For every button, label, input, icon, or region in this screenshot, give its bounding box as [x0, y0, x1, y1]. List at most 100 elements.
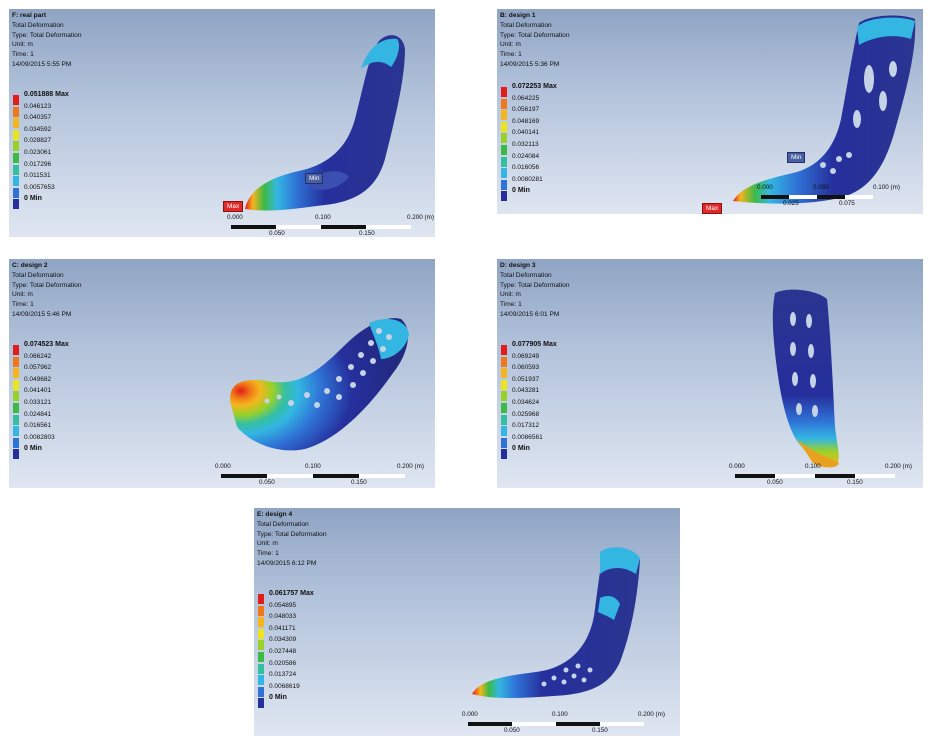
legend-value: 0.016561: [24, 422, 52, 430]
info-line: Unit: m: [12, 41, 33, 49]
scale-label: 0.200 (m): [407, 214, 434, 221]
deformation-model[interactable]: [497, 9, 923, 214]
scale-label: 0.150: [351, 479, 367, 486]
legend-value: 0.077905 Max: [512, 341, 557, 348]
legend-swatch: [501, 87, 507, 97]
legend-swatch: [13, 426, 19, 437]
info-line: Type: Total Deformation: [500, 31, 570, 39]
legend-value: 0.034624: [512, 399, 540, 406]
legend-swatch: [13, 379, 19, 390]
scale-bar: 0.000 0.100 0.200 (m) 0.050 0.150: [227, 213, 434, 237]
legend-swatch: [258, 675, 264, 686]
legend-value: 0.051888 Max: [24, 91, 69, 98]
max-probe-tag[interactable]: Max: [223, 201, 244, 212]
info-line: Time: 1: [500, 301, 522, 309]
scale-bar: 0.000 0.100 0.200 (m) 0.050 0.150: [462, 710, 674, 734]
legend-value: 0.046123: [24, 102, 52, 110]
deformation-model[interactable]: [9, 9, 435, 237]
scale-label: 0.075: [839, 200, 855, 207]
info-line: Unit: m: [500, 291, 521, 299]
info-line: Time: 1: [12, 301, 34, 309]
legend-value: 0.060593: [512, 364, 540, 372]
legend-value: 0.069249: [512, 352, 540, 360]
legend-swatch: [258, 605, 264, 616]
scale-label: 0.100 (m): [873, 184, 900, 191]
min-probe-tag[interactable]: Min: [787, 152, 806, 163]
info-line: 14/09/2015 5:46 PM: [12, 310, 72, 318]
info-line: Total Deformation: [12, 271, 64, 279]
legend-swatch: [501, 110, 507, 121]
legend-value: 0.043281: [512, 387, 540, 395]
legend-swatch: [258, 652, 264, 662]
panel-design-1: B: design 1 Total Deformation Type: Tota…: [497, 9, 923, 214]
legend-swatch: [501, 345, 507, 355]
legend-value: 0.074523 Max: [24, 341, 69, 348]
info-line: Time: 1: [12, 51, 34, 59]
legend-swatch: [13, 391, 19, 402]
scale-label: 0.100: [305, 463, 321, 470]
panel-title: E: design 4: [257, 511, 293, 518]
scale-bar: 0.000 0.100 0.200 (m) 0.050 0.150: [215, 462, 429, 486]
legend-value: 0.017312: [512, 422, 540, 430]
info-line: Type: Total Deformation: [257, 530, 327, 538]
scale-label: 0.200 (m): [397, 463, 424, 470]
scale-label: 0.150: [359, 230, 375, 237]
legend-value: 0.034592: [24, 125, 52, 133]
legend-swatch: [501, 121, 507, 132]
legend-value: 0.017296: [24, 160, 52, 168]
legend-value: 0.054895: [269, 601, 297, 609]
scale-label: 0.000: [757, 184, 773, 191]
min-probe-tag[interactable]: Min: [305, 173, 324, 184]
legend-value: 0 Min: [269, 694, 287, 702]
legend-swatch: [13, 164, 19, 175]
info-line: Unit: m: [257, 540, 278, 548]
legend-swatch: [501, 403, 507, 413]
scale-label: 0.025: [783, 200, 799, 207]
legend-value: 0.041171: [269, 624, 296, 632]
legend-value: 0.024841: [24, 410, 52, 418]
scale-label: 0.000: [227, 214, 243, 221]
scale-label: 0.100: [805, 463, 821, 470]
legend-swatch: [13, 129, 19, 140]
scale-label: 0.200 (m): [885, 463, 912, 470]
legend-swatch: [501, 98, 507, 109]
legend-swatch: [501, 379, 507, 390]
info-line: Time: 1: [257, 550, 279, 558]
legend-value: 0 Min: [24, 445, 42, 453]
legend-value: 0.025968: [512, 410, 540, 418]
scale-label: 0.150: [592, 727, 608, 734]
panel-real-part: F: real part Total Deformation Type: Tot…: [9, 9, 435, 237]
legend-swatch: [13, 106, 19, 117]
panel-title: F: real part: [12, 12, 47, 19]
panel-design-3: D: design 3 Total Deformation Type: Tota…: [497, 259, 923, 488]
scale-label: 0.000: [462, 711, 478, 718]
scale-label: 0.000: [729, 463, 745, 470]
legend-value: 0.0068619: [269, 682, 300, 690]
legend-swatch: [258, 640, 264, 651]
deformation-model[interactable]: [254, 508, 680, 736]
legend-value: 0.061757 Max: [269, 590, 314, 597]
legend-value: 0.027448: [269, 648, 297, 655]
legend-value: 0.049682: [24, 375, 52, 383]
legend-value: 0.040357: [24, 114, 52, 122]
deformation-model[interactable]: [497, 259, 923, 488]
deformation-model[interactable]: [9, 259, 435, 488]
scale-label: 0.150: [847, 479, 863, 486]
legend-value: 0.013724: [269, 671, 297, 679]
scale-label: 0.050: [259, 479, 275, 486]
legend-value: 0.064225: [512, 94, 540, 102]
panel-title: C: design 2: [12, 262, 48, 269]
legend-value: 0.0086561: [512, 433, 543, 441]
legend-swatch: [13, 95, 19, 105]
scale-bar: 0.000 0.100 0.200 (m) 0.050 0.150: [729, 462, 917, 486]
scale-label: 0.050: [504, 727, 520, 734]
legend-value: 0.051937: [512, 375, 540, 383]
legend-swatch: [258, 686, 264, 697]
legend-swatch: [13, 368, 19, 379]
legend-value: 0.056197: [512, 106, 540, 114]
legend-swatch: [13, 187, 19, 198]
legend-swatch: [258, 617, 264, 628]
legend-value: 0.0080281: [512, 175, 543, 183]
max-probe-tag[interactable]: Max: [702, 203, 723, 214]
legend-swatch: [501, 356, 507, 367]
